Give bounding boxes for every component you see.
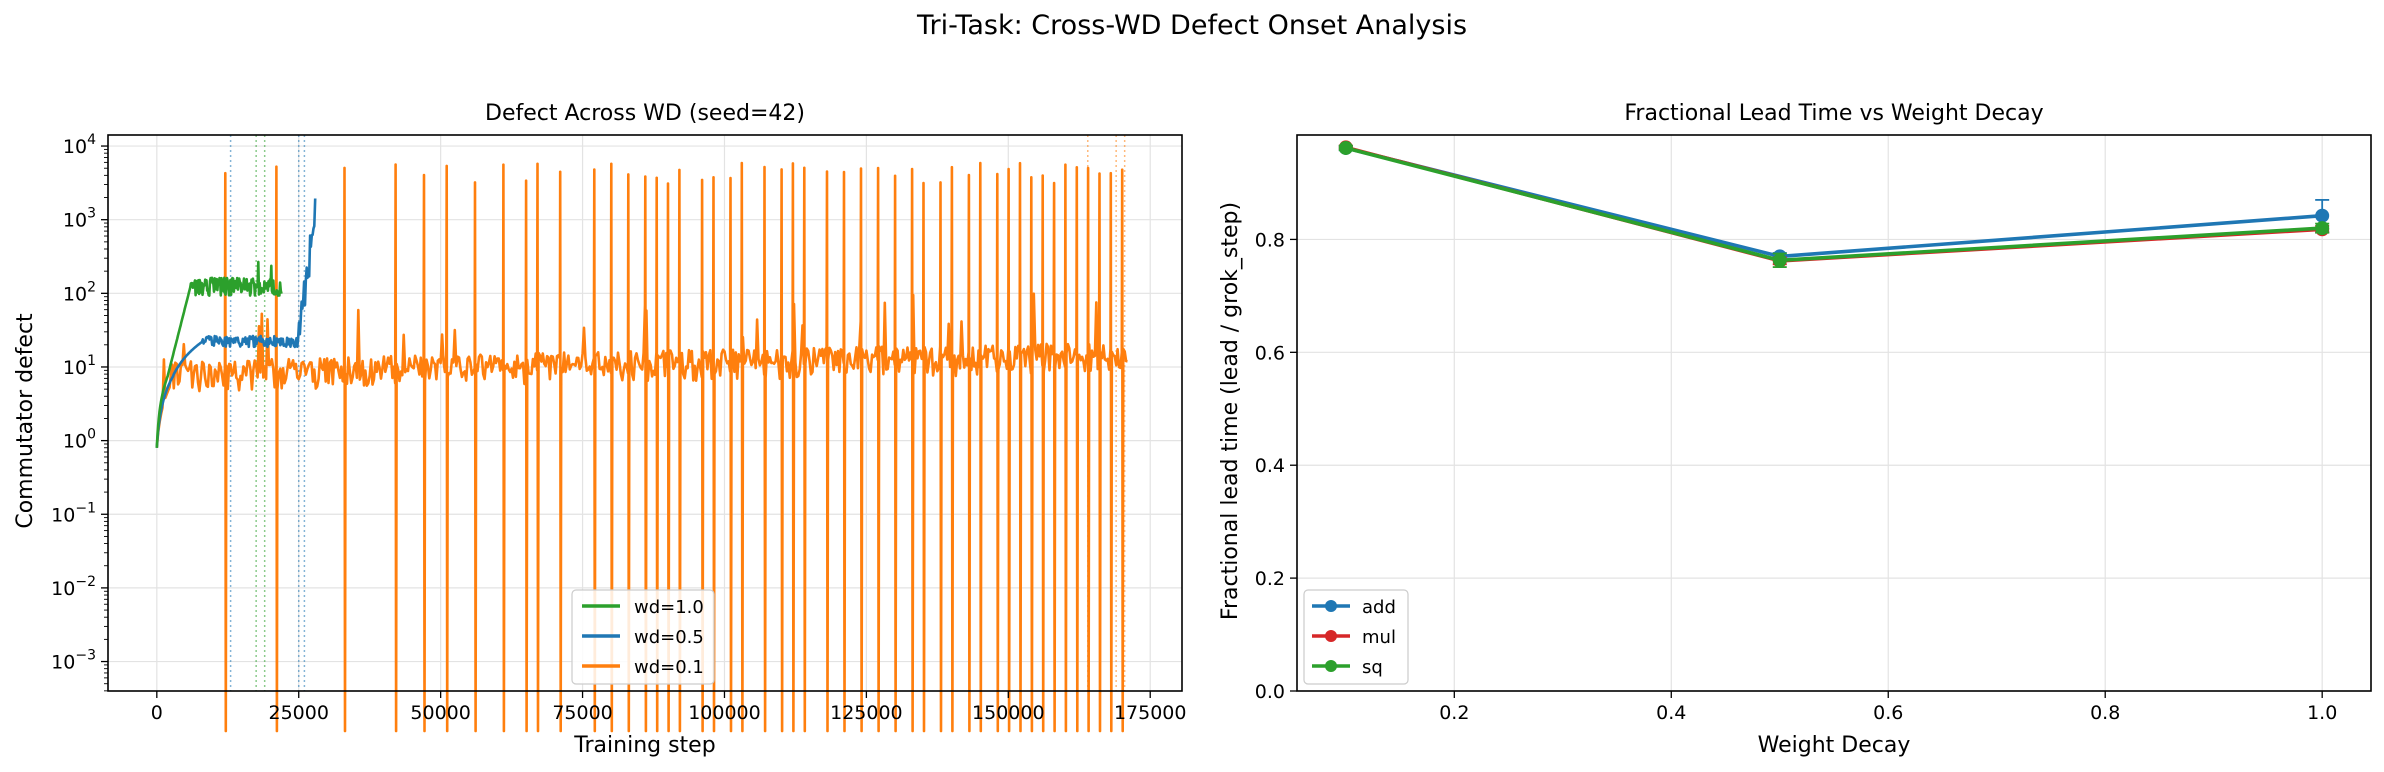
right-y-tick-label: 0.2 — [1255, 568, 1285, 590]
right-y-tick-label: 0.4 — [1255, 455, 1285, 477]
left-legend-box — [571, 589, 715, 685]
left-x-tick-label: 0 — [151, 702, 163, 724]
legend-label-wd-0-1: wd=0.1 — [634, 657, 704, 678]
left-y-tick-label: 100 — [63, 427, 96, 453]
left-y-tick-label: 104 — [63, 132, 96, 158]
right-y-tick-label: 0.8 — [1255, 229, 1285, 251]
left-y-tick-label: 10−2 — [51, 574, 96, 600]
data-point-add — [2315, 208, 2330, 223]
left-x-axis-label: Training step — [573, 733, 715, 758]
chart-defect-across-wd: Defect Across WD (seed=42) Training step… — [13, 101, 1186, 758]
left-x-tick-label: 100000 — [688, 702, 761, 724]
right-x-tick-label: 0.2 — [1439, 702, 1469, 724]
right-y-tick-label: 0.6 — [1255, 342, 1285, 364]
legend-marker-sq — [1325, 660, 1337, 672]
right-grid — [1297, 135, 2371, 692]
series-line-sq — [1345, 146, 2323, 263]
left-y-tick-label: 103 — [63, 206, 96, 232]
left-chart-title: Defect Across WD (seed=42) — [485, 101, 805, 126]
left-x-tick-label: 125000 — [830, 702, 903, 724]
series-line-wd-0-5 — [155, 198, 317, 448]
left-x-tick-label: 50000 — [410, 702, 470, 724]
series-line-wd-1-0 — [155, 260, 283, 448]
left-y-tick-label: 101 — [63, 353, 96, 379]
legend-label-mul: mul — [1362, 627, 1396, 648]
right-y-ticks: 0.0 0.2 0.4 0.6 0.8 — [1255, 229, 1297, 703]
legend-label-wd-1-0: wd=1.0 — [634, 597, 704, 618]
left-x-tick-label: 25000 — [269, 702, 329, 724]
right-x-tick-label: 0.6 — [1873, 702, 1903, 724]
right-series — [1338, 140, 2330, 268]
left-series-lines — [155, 161, 1128, 733]
left-y-ticks: 10−3 10−2 10−1 100 101 102 103 104 — [51, 132, 108, 692]
series-line-add — [1345, 146, 2323, 259]
data-point-sq — [1338, 140, 1353, 155]
right-plot-frame — [1296, 134, 2372, 692]
series-line-mul — [1345, 145, 2323, 263]
right-chart-title: Fractional Lead Time vs Weight Decay — [1624, 101, 2043, 126]
left-x-tick-label: 150000 — [972, 702, 1045, 724]
legend-marker-mul — [1325, 630, 1337, 642]
legend-label-add: add — [1362, 597, 1396, 618]
legend-label-wd-0-5: wd=0.5 — [634, 627, 704, 648]
left-y-axis-label: Commutator defect — [13, 313, 38, 529]
right-x-tick-label: 0.4 — [1656, 702, 1686, 724]
data-point-sq — [2315, 221, 2330, 236]
right-y-axis-label: Fractional lead time (lead / grok_step) — [1218, 202, 1243, 620]
left-legend: wd=1.0 wd=0.5 wd=0.1 — [571, 589, 715, 685]
left-x-tick-label: 75000 — [552, 702, 612, 724]
right-x-tick-label: 0.8 — [2090, 702, 2120, 724]
left-x-tick-label: 175000 — [1114, 702, 1187, 724]
legend-label-sq: sq — [1362, 657, 1383, 678]
right-x-tick-label: 1.0 — [2307, 702, 2337, 724]
figure-suptitle: Tri-Task: Cross-WD Defect Onset Analysis — [916, 10, 1467, 41]
chart-fractional-lead-time: Fractional Lead Time vs Weight Decay Wei… — [1218, 101, 2372, 758]
right-x-ticks: 0.2 0.4 0.6 0.8 1.0 — [1439, 691, 2337, 724]
left-plot-frame — [107, 134, 1183, 692]
right-legend: add mul sq — [1303, 589, 1409, 685]
right-x-axis-label: Weight Decay — [1758, 733, 1911, 758]
left-y-tick-label: 10−3 — [51, 648, 96, 674]
right-y-tick-label: 0.0 — [1255, 681, 1285, 703]
legend-marker-add — [1325, 600, 1337, 612]
left-x-ticks: 0 25000 50000 75000 100000 125000 150000 175000 — [151, 691, 1187, 724]
series-line-wd-0-1 — [155, 161, 1128, 733]
left-y-tick-label: 10−1 — [51, 500, 96, 526]
data-point-sq — [1772, 253, 1787, 268]
left-y-tick-label: 102 — [63, 279, 96, 305]
